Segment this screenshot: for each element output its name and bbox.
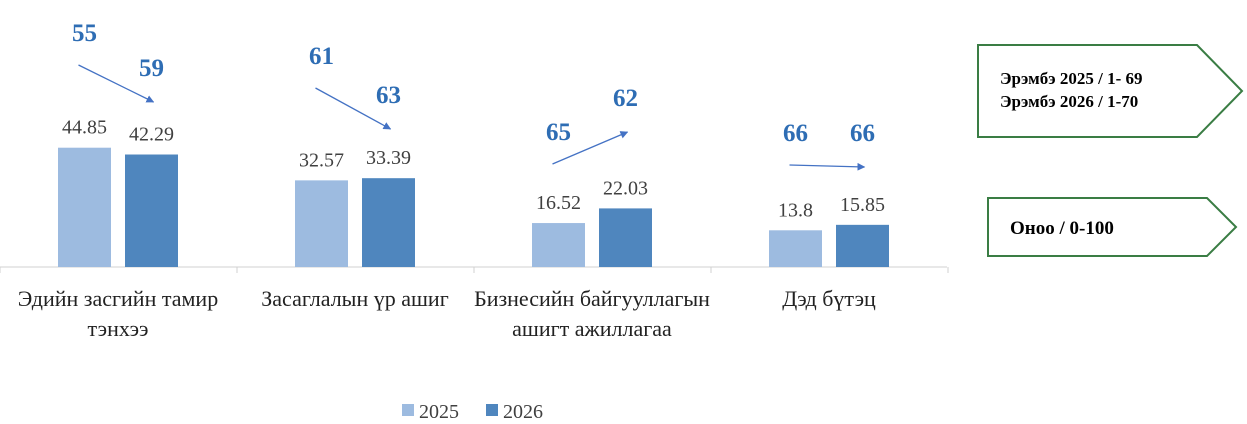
x-tick-label: Дэд бүтэц [782,286,876,311]
data-label: 22.03 [603,177,648,199]
legend-label: 2026 [503,401,543,423]
legend-label: 2025 [419,401,459,423]
data-label: 16.52 [536,192,581,214]
bar [769,230,822,267]
data-label: 42.29 [129,124,174,146]
callout-text: Оноо / 0-100 [1010,218,1114,239]
data-label: 44.85 [62,117,107,139]
rank-label: 63 [376,82,401,109]
rank-label: 55 [72,20,97,47]
data-label: 13.8 [778,199,813,221]
legend-swatch [402,404,414,416]
rank-arrow [315,87,392,130]
x-tick-label: Эдийн засгийн тамир тэнхээ [17,286,219,341]
bar [836,224,889,267]
callout-text: Эрэмбэ 2026 / 1-70 [1000,92,1138,111]
legend-swatch [486,404,498,416]
data-label: 15.85 [840,194,885,216]
rank-label: 59 [139,55,164,82]
bar [599,208,652,267]
data-label: 33.39 [366,147,411,169]
rank-label: 66 [850,120,875,147]
data-label: 32.57 [299,149,344,171]
rank-label: 62 [613,85,638,112]
callout-box [987,197,1238,257]
callout-box [977,44,1244,138]
callout-text: Эрэмбэ 2025 / 1- 69 [1000,69,1143,88]
bar [295,180,348,267]
bar [125,154,178,267]
rank-arrow [78,64,155,103]
x-tick-label: Бизнесийн байгууллагын ашигт ажиллагаа [474,286,710,341]
bar [58,147,111,267]
rank-label: 61 [309,43,334,70]
rank-label: 66 [783,120,808,147]
rank-arrow [552,131,629,165]
rank-arrow [789,162,866,171]
bar [362,178,415,267]
x-tick-label: Засаглалын үр ашиг [261,286,449,311]
rank-label: 65 [546,119,571,146]
bar [532,223,585,267]
